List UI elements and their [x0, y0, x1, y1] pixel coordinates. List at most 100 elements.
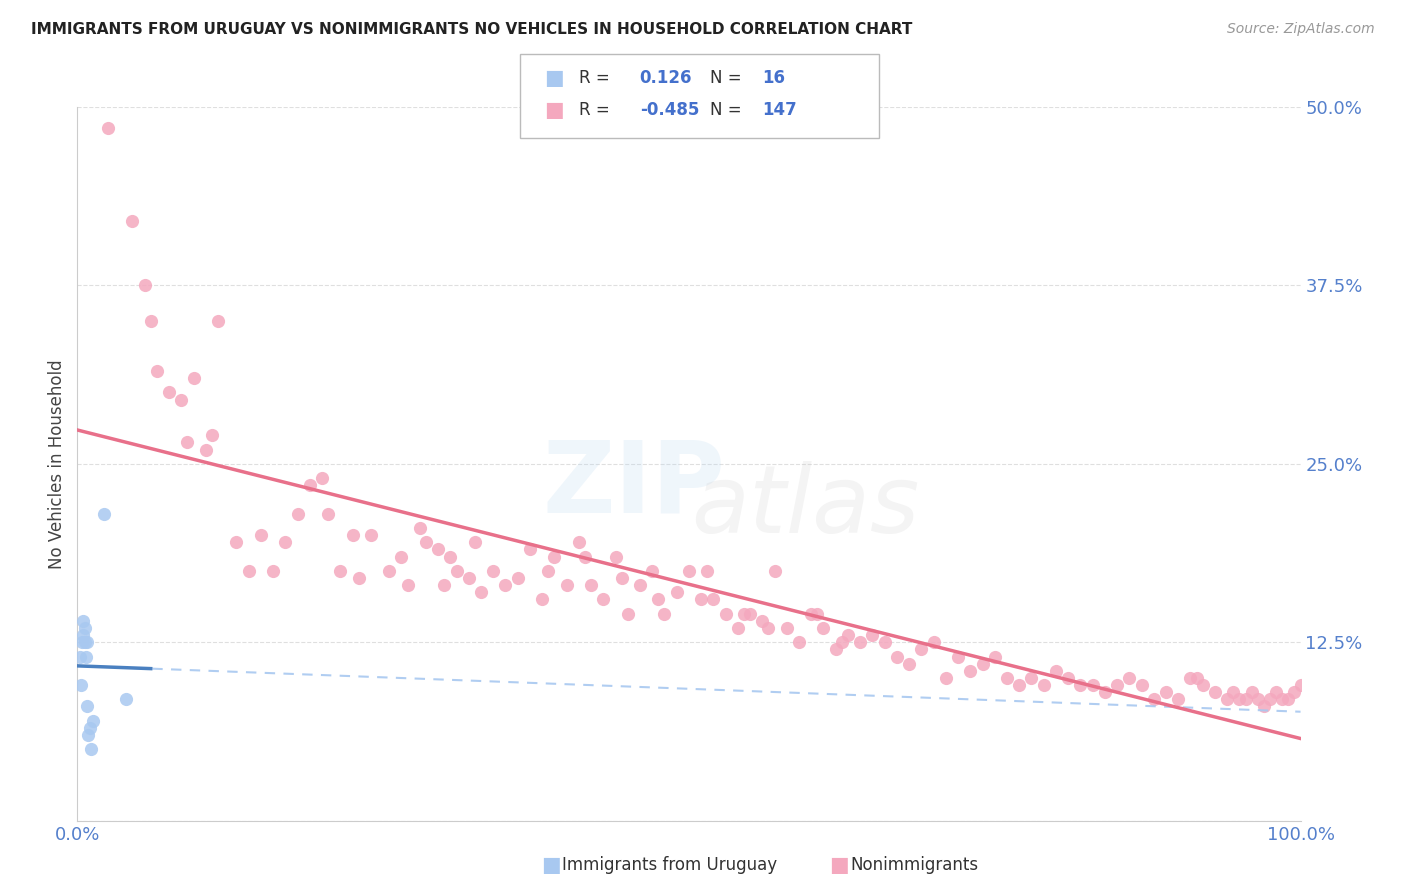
Point: [157, 385, 180, 400]
Text: -0.485: -0.485: [640, 101, 699, 119]
Y-axis label: No Vehicles in Household: No Vehicles in Household: [48, 359, 66, 569]
Point: [274, 535, 297, 549]
Point: [555, 578, 578, 592]
Point: [972, 657, 994, 671]
Point: [1045, 664, 1067, 678]
Text: atlas: atlas: [690, 461, 920, 552]
Point: [519, 542, 541, 557]
Point: [79, 721, 101, 735]
Text: ZIP: ZIP: [543, 437, 725, 533]
Text: 147: 147: [762, 101, 797, 119]
Point: [1180, 671, 1202, 685]
Point: [617, 607, 640, 621]
Point: [806, 607, 828, 621]
Point: [506, 571, 529, 585]
Point: [415, 535, 437, 549]
Point: [495, 578, 517, 592]
Point: [647, 592, 669, 607]
Point: [250, 528, 273, 542]
Point: [800, 607, 823, 621]
Point: [378, 564, 401, 578]
Point: [1240, 685, 1263, 699]
Point: [1107, 678, 1129, 692]
Point: [813, 621, 835, 635]
Point: [995, 671, 1018, 685]
Point: [946, 649, 969, 664]
Point: [1185, 671, 1208, 685]
Text: Immigrants from Uruguay: Immigrants from Uruguay: [562, 856, 778, 874]
Point: [238, 564, 260, 578]
Text: R =: R =: [579, 69, 610, 87]
Point: [170, 392, 193, 407]
Point: [97, 121, 120, 136]
Point: [579, 578, 602, 592]
Point: [70, 678, 93, 692]
Point: [93, 507, 115, 521]
Point: [831, 635, 853, 649]
Point: [837, 628, 859, 642]
Point: [959, 664, 981, 678]
Point: [409, 521, 432, 535]
Point: [77, 728, 100, 742]
Point: [641, 564, 664, 578]
Point: [1277, 692, 1299, 706]
Point: [134, 278, 156, 293]
Point: [73, 635, 96, 649]
Point: [1154, 685, 1177, 699]
Point: [427, 542, 450, 557]
Text: ■: ■: [544, 100, 564, 120]
Point: [80, 742, 103, 756]
Point: [1253, 699, 1275, 714]
Point: [69, 649, 91, 664]
Point: [1118, 671, 1140, 685]
Point: [396, 578, 419, 592]
Point: [287, 507, 309, 521]
Point: [605, 549, 627, 564]
Point: [1229, 692, 1251, 706]
Point: [873, 635, 896, 649]
Point: [201, 428, 224, 442]
Text: ■: ■: [541, 855, 561, 875]
Point: [73, 621, 96, 635]
Point: [1216, 692, 1239, 706]
Point: [225, 535, 247, 549]
Point: [787, 635, 810, 649]
Point: [121, 214, 143, 228]
Point: [1289, 678, 1312, 692]
Point: [262, 564, 284, 578]
Point: [115, 692, 138, 706]
Text: ■: ■: [830, 855, 849, 875]
Point: [1284, 685, 1306, 699]
Point: [139, 314, 162, 328]
Point: [763, 564, 786, 578]
Point: [862, 628, 884, 642]
Point: [886, 649, 908, 664]
Point: [76, 635, 98, 649]
Point: [922, 635, 945, 649]
Point: [360, 528, 382, 542]
Point: [1258, 692, 1281, 706]
Point: [1143, 692, 1166, 706]
Point: [984, 649, 1007, 664]
Point: [776, 621, 799, 635]
Point: [935, 671, 957, 685]
Point: [537, 564, 560, 578]
Point: [391, 549, 413, 564]
Point: [176, 435, 198, 450]
Point: [207, 314, 229, 328]
Point: [70, 635, 93, 649]
Point: [898, 657, 921, 671]
Point: [1247, 692, 1270, 706]
Point: [439, 549, 461, 564]
Point: [1057, 671, 1080, 685]
Point: [1021, 671, 1043, 685]
Point: [665, 585, 688, 599]
Text: IMMIGRANTS FROM URUGUAY VS NONIMMIGRANTS NO VEHICLES IN HOUSEHOLD CORRELATION CH: IMMIGRANTS FROM URUGUAY VS NONIMMIGRANTS…: [31, 22, 912, 37]
Point: [696, 564, 718, 578]
Point: [733, 607, 755, 621]
Point: [628, 578, 651, 592]
Point: [678, 564, 700, 578]
Point: [654, 607, 676, 621]
Point: [1271, 692, 1294, 706]
Text: Nonimmigrants: Nonimmigrants: [851, 856, 979, 874]
